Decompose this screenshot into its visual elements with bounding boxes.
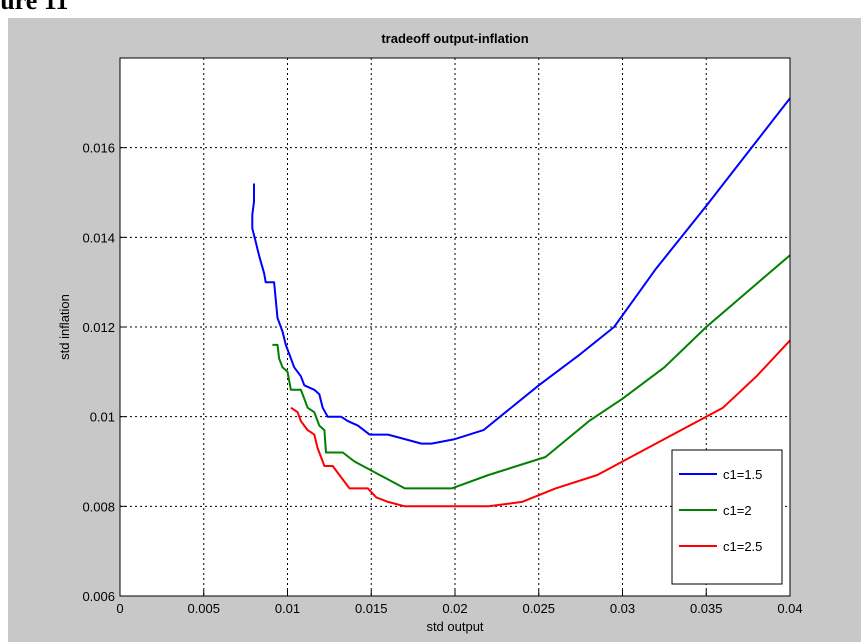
x-tick-label: 0.015 bbox=[355, 601, 388, 616]
x-tick-label: 0.02 bbox=[442, 601, 467, 616]
y-tick-label: 0.014 bbox=[82, 230, 115, 245]
y-tick-label: 0.006 bbox=[82, 589, 115, 604]
legend: c1=1.5 c1=2 c1=2.5 bbox=[671, 449, 783, 585]
chart-title: tradeoff output-inflation bbox=[381, 31, 528, 46]
x-axis-label: std output bbox=[426, 619, 483, 634]
figure-window: 0 0.005 0.01 0.015 0.02 0.025 0.03 0.035 0.04 0.0… bbox=[8, 18, 861, 642]
x-tick-label: 0 bbox=[116, 601, 123, 616]
series-layer bbox=[251, 97, 791, 508]
legend-box bbox=[671, 449, 783, 585]
y-tick-label: 0.016 bbox=[82, 141, 115, 156]
y-tick-label: 0.008 bbox=[82, 499, 115, 514]
y-tick-label: 0.012 bbox=[82, 320, 115, 335]
series-line bbox=[290, 339, 791, 508]
series-line bbox=[272, 254, 791, 490]
figure-caption: igure 11 bbox=[0, 0, 69, 15]
x-tick-label: 0.025 bbox=[522, 601, 555, 616]
x-tick-label: 0.01 bbox=[275, 601, 300, 616]
x-tick-label: 0.03 bbox=[610, 601, 635, 616]
chart: 0 0.005 0.01 0.015 0.02 0.025 0.03 0.035 0.04 0.0… bbox=[57, 31, 803, 634]
legend-label: c1=2.5 bbox=[723, 539, 762, 554]
x-tick-label: 0.04 bbox=[777, 601, 802, 616]
x-tick-label: 0.035 bbox=[690, 601, 723, 616]
series-line bbox=[251, 97, 791, 445]
axis-ticks: 0 0.005 0.01 0.015 0.02 0.025 0.03 0.035 0.04 0.0… bbox=[82, 141, 802, 616]
legend-label: c1=1.5 bbox=[723, 467, 762, 482]
y-axis-label: std inflation bbox=[57, 294, 72, 360]
y-tick-label: 0.01 bbox=[90, 410, 115, 425]
legend-label: c1=2 bbox=[723, 503, 752, 518]
x-tick-label: 0.005 bbox=[187, 601, 220, 616]
plot-frame bbox=[119, 57, 791, 597]
